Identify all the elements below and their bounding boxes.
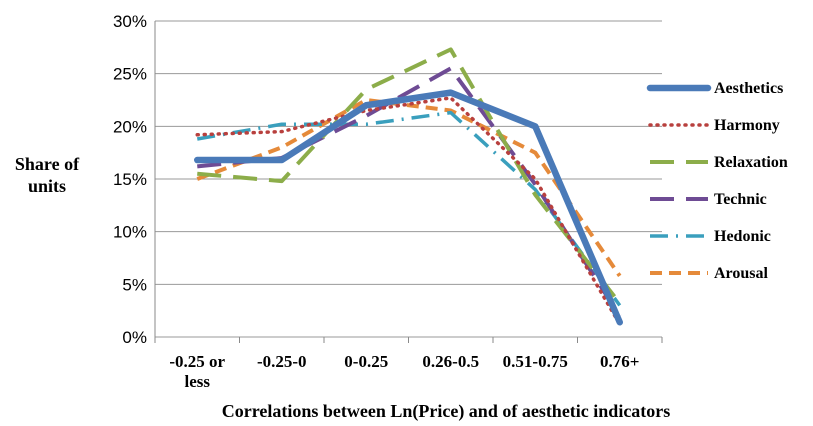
series-line-relaxation bbox=[197, 47, 622, 305]
x-tick-label-line: less bbox=[185, 372, 211, 391]
x-tick-label-line: 0.26-0.5 bbox=[422, 352, 479, 371]
series-layer bbox=[194, 47, 623, 327]
legend-label-aesthetics: Aesthetics bbox=[714, 80, 783, 97]
x-tick-label: 0.76+ bbox=[600, 352, 639, 371]
y-tick-label: 5% bbox=[122, 275, 147, 294]
y-tick-label: 15% bbox=[113, 170, 147, 189]
x-tick-label: -0.25 or less bbox=[169, 352, 225, 391]
legend-label-arousal: Arousal bbox=[714, 265, 768, 282]
y-tick-label: 0% bbox=[122, 328, 147, 347]
series-line-hedonic bbox=[196, 110, 622, 307]
y-tick-label: 10% bbox=[113, 223, 147, 242]
legend: Aesthetics Harmony Relaxation Technic Hedoni… bbox=[646, 80, 788, 282]
y-axis-title-line: Share of bbox=[15, 154, 80, 174]
y-tick-label: 20% bbox=[113, 117, 147, 136]
y-axis-title: Share of units bbox=[15, 154, 80, 196]
legend-label-hedonic: Hedonic bbox=[714, 228, 771, 245]
legend-label-technic: Technic bbox=[714, 191, 767, 208]
y-tick-label: 30% bbox=[113, 12, 147, 31]
legend-label-harmony: Harmony bbox=[714, 117, 780, 134]
x-tick-label: 0.26-0.5 bbox=[422, 352, 479, 371]
x-tick-label-line: 0-0.25 bbox=[344, 352, 388, 371]
series-line-harmony bbox=[195, 96, 622, 327]
x-axis-ticks: -0.25 or less -0.25-0 0-0.25 0.26-0.5 0.51-0.… bbox=[169, 352, 639, 391]
series-line-arousal bbox=[196, 98, 622, 278]
y-axis-title-line: units bbox=[28, 176, 66, 196]
x-axis-title: Correlations between Ln(Price) and of ae… bbox=[222, 401, 671, 421]
legend-label-relaxation: Relaxation bbox=[714, 154, 788, 171]
y-tick-label: 25% bbox=[113, 65, 147, 84]
x-tick-label: 0.51-0.75 bbox=[503, 352, 568, 371]
x-tick-label-line: -0.25 or bbox=[169, 352, 225, 371]
x-tick-label: -0.25-0 bbox=[257, 352, 307, 371]
x-tick-label-line: 0.51-0.75 bbox=[503, 352, 568, 371]
x-tick-label-line: 0.76+ bbox=[600, 352, 639, 371]
x-tick-label-line: -0.25-0 bbox=[257, 352, 307, 371]
x-tick-label: 0-0.25 bbox=[344, 352, 388, 371]
series-line-technic bbox=[197, 66, 622, 318]
y-axis-ticks: 0% 5% 10% 15% 20% 25% 30% bbox=[113, 12, 147, 347]
series-line-aesthetics bbox=[194, 89, 623, 326]
